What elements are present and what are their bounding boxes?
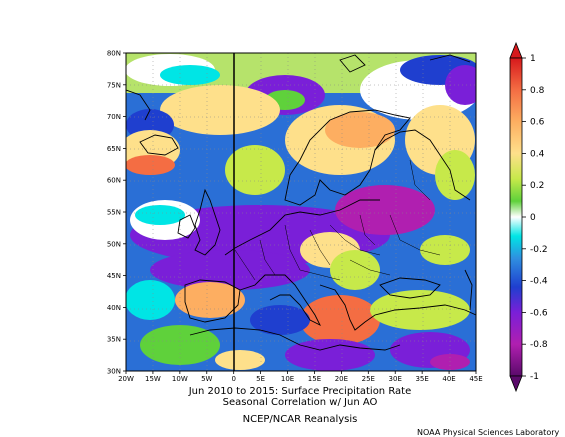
lon-label: 20E — [335, 375, 348, 383]
lon-label: 25E — [362, 375, 375, 383]
lon-label: 0 — [231, 375, 235, 383]
colorbar-label: -1 — [530, 372, 539, 382]
colorbar-label: -0.4 — [530, 277, 548, 287]
colorbar-label: 0.4 — [530, 149, 545, 159]
lat-label: 60N — [107, 177, 121, 185]
lon-label: 15W — [145, 375, 161, 383]
lon-label: 10E — [281, 375, 294, 383]
longitude-labels: 20W 15W 10W 5W 0 5E 10E 15E 20E 25E 30E 35E 40E 45E — [118, 371, 483, 383]
lab-label: NOAA Physical Sciences Laboratory — [417, 428, 560, 437]
lat-label: 55N — [107, 209, 121, 217]
colorbar-label: 0.6 — [530, 118, 545, 128]
lon-label: 30E — [389, 375, 402, 383]
lon-label: 40E — [442, 375, 455, 383]
lon-label: 15E — [308, 375, 321, 383]
lat-label: 45N — [107, 272, 121, 280]
lon-label: 20W — [118, 375, 134, 383]
lon-label: 35E — [415, 375, 428, 383]
lon-label: 10W — [172, 375, 188, 383]
source-text: NCEP/NCAR Reanalysis — [242, 414, 358, 425]
colorbar-label: -0.6 — [530, 308, 548, 318]
lat-label: 70N — [107, 113, 121, 121]
map-gridlines — [126, 53, 476, 371]
lon-label: 45E — [469, 375, 482, 383]
lon-label: 5W — [201, 375, 212, 383]
lat-label: 65N — [107, 145, 121, 153]
latitude-labels: 80N 75N 70N 65N 60N 55N 50N 45N 40N 35N 30N — [107, 50, 126, 376]
colorbar: 1 0.8 0.6 0.4 0.2 0 -0.2 -0.4 -0.6 -0.8 -1 — [509, 41, 548, 393]
colorbar-label: 0 — [530, 213, 536, 223]
colorbar-label: 1 — [530, 54, 536, 64]
lat-label: 40N — [107, 304, 121, 312]
title-line1: Jun 2010 to 2015: Surface Precipitation … — [188, 386, 412, 397]
title-line2: Seasonal Correlation w/ Jun AO — [222, 397, 378, 408]
coastlines — [126, 54, 476, 351]
colorbar-label: 0.8 — [530, 86, 545, 96]
lat-label: 30N — [107, 368, 121, 376]
colorbar-label: -0.8 — [530, 340, 548, 350]
lat-label: 75N — [107, 81, 121, 89]
lat-label: 35N — [107, 336, 121, 344]
lat-label: 80N — [107, 50, 121, 58]
lat-label: 50N — [107, 240, 121, 248]
colorbar-label: 0.2 — [530, 181, 544, 191]
colorbar-label: -0.2 — [530, 245, 548, 255]
lon-label: 5E — [256, 375, 265, 383]
figure-title: Jun 2010 to 2015: Surface Precipitation … — [0, 386, 565, 408]
correlation-field — [126, 53, 476, 371]
country-borders — [234, 159, 441, 281]
source-label: NCEP/NCAR Reanalysis — [0, 414, 565, 425]
